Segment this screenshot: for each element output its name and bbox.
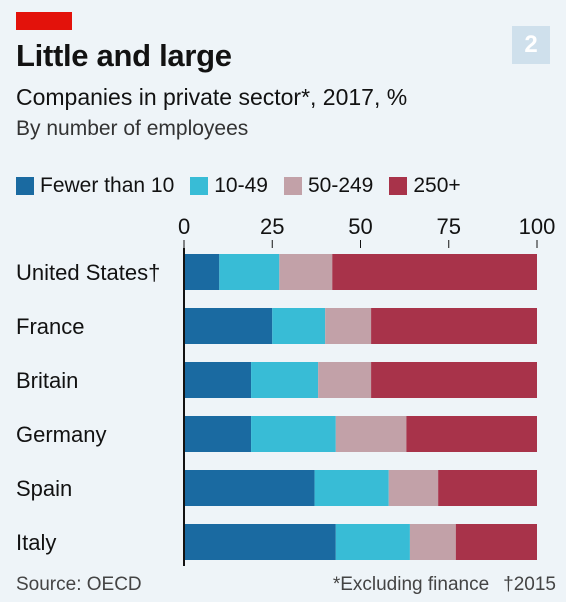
footnotes: *Excluding finance †2015 xyxy=(333,574,556,596)
category-label: Italy xyxy=(16,530,56,555)
bar-segment xyxy=(184,308,273,344)
x-tick-label: 50 xyxy=(348,214,372,239)
legend-item-fewer-than-10: Fewer than 10 xyxy=(16,174,174,198)
bar-segment xyxy=(184,416,252,452)
bar-segment xyxy=(219,254,280,290)
bar-segment xyxy=(318,362,372,398)
bar-segment xyxy=(251,416,336,452)
dagger-footnote: †2015 xyxy=(503,574,556,595)
bar-segment xyxy=(184,254,220,290)
category-label: Spain xyxy=(16,476,72,501)
bar-segment xyxy=(371,362,537,398)
bar-segment xyxy=(455,524,537,560)
legend-item-50-249: 50-249 xyxy=(283,174,374,198)
bar-segment xyxy=(371,308,537,344)
chart-subtitle-units: By number of employees xyxy=(16,117,249,140)
chart-number-badge: 2 xyxy=(512,26,550,64)
legend-swatch xyxy=(190,177,209,195)
bar-segment xyxy=(406,416,537,452)
x-tick-label: 25 xyxy=(260,214,284,239)
bar-segment xyxy=(335,416,407,452)
bar-segment xyxy=(332,254,537,290)
bar-segment xyxy=(272,308,326,344)
red-tag xyxy=(16,12,72,30)
stacked-bar-chart: 0 25 50 75 100 United States† France Britain Ger… xyxy=(16,214,556,566)
x-tick-label: 75 xyxy=(437,214,461,239)
bar-segment xyxy=(314,470,389,506)
category-label: Britain xyxy=(16,368,78,393)
chart-subtitle: Companies in private sector*, 2017, % xyxy=(16,84,408,110)
category-label: Germany xyxy=(16,422,106,447)
legend-swatch xyxy=(283,177,302,195)
legend-label: 250+ xyxy=(413,174,461,197)
bar-segment xyxy=(388,470,439,506)
x-tick-label: 100 xyxy=(519,214,556,239)
bar-segment xyxy=(325,308,372,344)
legend-label: 10-49 xyxy=(214,174,268,197)
bar-segment xyxy=(279,254,333,290)
bar-segment xyxy=(184,470,315,506)
category-label: France xyxy=(16,314,84,339)
legend-label: Fewer than 10 xyxy=(40,174,175,197)
legend-swatch xyxy=(389,177,408,195)
legend-label: 50-249 xyxy=(307,174,374,197)
bar-segment xyxy=(184,362,252,398)
legend-item-10-49: 10-49 xyxy=(190,174,268,198)
bar-segment xyxy=(409,524,456,560)
category-label: United States† xyxy=(16,260,160,285)
legend-item-250-plus: 250+ xyxy=(389,174,461,198)
bar-segment xyxy=(335,524,410,560)
bar-segment xyxy=(251,362,319,398)
legend: Fewer than 10 10-49 50-249 250+ xyxy=(16,172,477,200)
x-tick-label: 0 xyxy=(178,214,190,239)
legend-swatch xyxy=(16,177,34,195)
source-note: Source: OECD xyxy=(16,574,142,595)
bar-segment xyxy=(184,524,336,560)
finance-footnote: *Excluding finance xyxy=(332,574,490,595)
bar-segment xyxy=(438,470,537,506)
chart-title: Little and large xyxy=(16,38,232,73)
